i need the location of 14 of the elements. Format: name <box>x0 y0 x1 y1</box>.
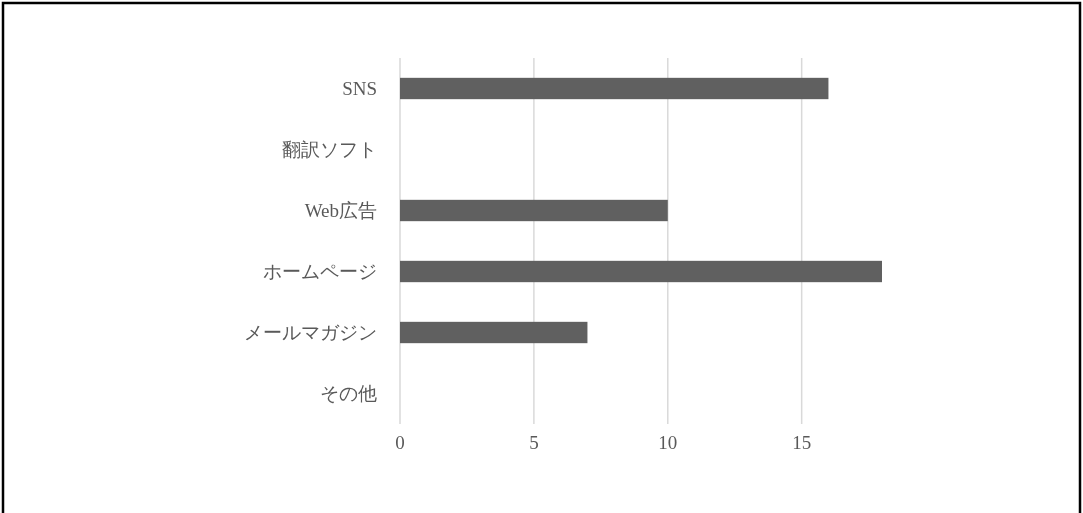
bar <box>400 199 668 222</box>
y-tick-label: ホームページ <box>263 261 377 283</box>
bar <box>400 321 588 344</box>
x-tick-label: 0 <box>395 432 405 453</box>
y-tick-label: Web広告 <box>304 200 377 222</box>
y-tick-label: メールマガジン <box>244 322 377 344</box>
x-tick-label: 15 <box>792 432 812 453</box>
x-tick-label: 10 <box>658 432 678 453</box>
bar <box>400 77 829 100</box>
y-tick-label: 翻訳ソフト <box>282 139 377 161</box>
y-tick-label: SNS <box>342 78 377 100</box>
x-tick-label: 5 <box>529 432 539 453</box>
bar <box>400 260 882 283</box>
y-tick-label: その他 <box>320 383 377 405</box>
